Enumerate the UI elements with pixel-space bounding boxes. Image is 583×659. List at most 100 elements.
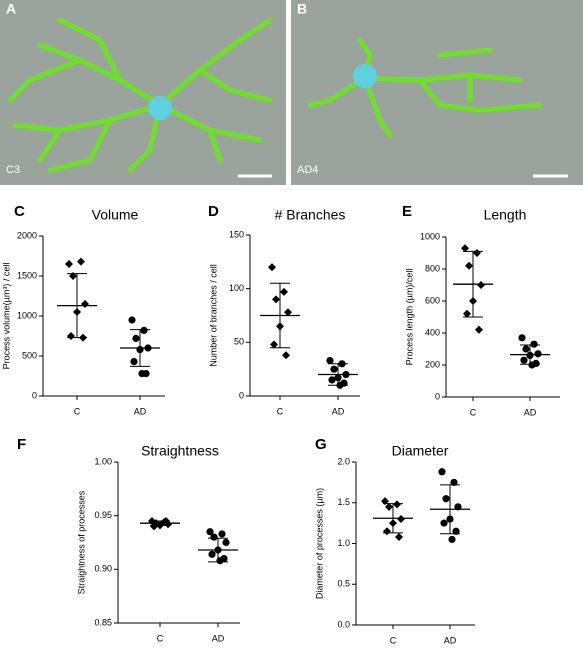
panel-label: G — [315, 436, 327, 453]
data-point — [150, 522, 158, 531]
data-point — [440, 519, 448, 527]
y-tick-label: 1.5 — [337, 497, 350, 507]
y-tick-label: 1.0 — [337, 538, 350, 548]
y-tick-label: 400 — [425, 327, 440, 337]
panel-label: B — [297, 1, 307, 17]
data-point — [208, 550, 216, 558]
chart-title: Straightness — [141, 443, 219, 459]
data-point — [450, 478, 458, 486]
y-tick-label: 150 — [229, 229, 244, 239]
soma — [353, 64, 377, 88]
chart-title: Volume — [92, 207, 139, 223]
data-point — [284, 308, 292, 317]
data-point — [328, 376, 336, 384]
y-axis-label: Diameter of processes (µm) — [314, 488, 324, 599]
y-tick-label: 1000 — [17, 310, 37, 320]
data-point — [448, 535, 456, 544]
data-point — [138, 370, 146, 378]
data-point — [477, 281, 485, 289]
data-point — [272, 295, 280, 304]
y-tick-label: 0 — [32, 390, 37, 400]
chart-title: Diameter — [392, 443, 449, 459]
y-tick-label: 1.00 — [94, 456, 112, 466]
data-point — [206, 528, 214, 536]
y-tick-label: 50 — [234, 337, 244, 347]
y-tick-label: 0 — [239, 390, 244, 400]
panel-label: A — [6, 1, 16, 17]
image-caption: C3 — [6, 164, 20, 176]
data-point — [534, 350, 542, 358]
y-tick-label: 200 — [425, 359, 440, 369]
render-background — [291, 0, 583, 185]
x-tick-label: AD — [444, 635, 457, 645]
chart-title: # Branches — [275, 207, 346, 223]
data-point — [393, 500, 401, 509]
data-point — [452, 527, 460, 535]
y-tick-label: 100 — [229, 283, 244, 293]
data-point — [67, 332, 75, 340]
panel-label: D — [208, 203, 219, 220]
y-tick-label: 2.0 — [337, 456, 350, 466]
x-tick-label: C — [390, 635, 397, 645]
soma — [148, 96, 172, 120]
data-point — [282, 351, 290, 360]
microglia-render — [7, 17, 273, 173]
y-tick-label: 0 — [435, 391, 440, 401]
y-tick-label: 0.5 — [337, 579, 350, 589]
x-tick-label: C — [157, 633, 164, 643]
data-point — [222, 538, 230, 547]
data-point — [77, 257, 85, 266]
y-axis-label: Number of branches / cell — [208, 264, 218, 367]
y-axis-label: Process volume(µm³) / cell — [1, 263, 11, 370]
y-tick-label: 2000 — [17, 230, 37, 240]
y-axis-label: Straightness of processes — [76, 490, 86, 594]
data-point — [128, 316, 136, 324]
y-tick-label: 1000 — [420, 231, 440, 241]
panel-label: E — [402, 203, 412, 220]
x-tick-label: AD — [524, 407, 537, 417]
data-point — [65, 260, 73, 268]
image-caption: AD4 — [297, 164, 318, 176]
x-tick-label: C — [470, 407, 477, 417]
data-point — [132, 334, 140, 342]
data-point — [465, 261, 473, 270]
y-tick-label: 500 — [22, 350, 37, 360]
chart-title: Length — [484, 207, 527, 223]
y-tick-label: 600 — [425, 295, 440, 305]
data-point — [218, 530, 226, 538]
x-tick-label: C — [74, 406, 81, 416]
data-point — [520, 356, 528, 364]
data-point — [326, 356, 334, 365]
data-point — [473, 249, 481, 257]
data-point — [438, 468, 446, 476]
data-point — [270, 340, 278, 349]
data-point — [518, 334, 526, 342]
data-point — [81, 300, 89, 308]
data-point — [461, 244, 469, 253]
y-axis-label: Process length (µm)/cell — [404, 269, 414, 366]
image-panel-a: A C3 — [0, 0, 286, 185]
y-tick-label: 0.90 — [94, 564, 112, 574]
data-point — [280, 287, 288, 296]
data-point — [530, 340, 538, 348]
x-tick-label: C — [277, 406, 284, 416]
y-tick-label: 800 — [425, 263, 440, 273]
data-point — [210, 533, 218, 541]
data-point — [216, 557, 224, 565]
image-panel-b: B AD4 — [291, 0, 583, 185]
data-point — [383, 527, 391, 536]
panel-label: F — [17, 436, 26, 453]
data-point — [268, 263, 276, 272]
data-point — [140, 326, 148, 334]
data-point — [528, 361, 536, 369]
x-tick-label: AD — [332, 406, 345, 416]
y-tick-label: 0.85 — [94, 617, 112, 627]
data-point — [385, 502, 393, 511]
data-point — [442, 495, 450, 503]
data-point — [397, 515, 405, 524]
data-point — [330, 365, 338, 373]
panel-label: C — [14, 203, 25, 220]
x-tick-label: AD — [134, 406, 147, 416]
x-tick-label: AD — [212, 633, 225, 643]
